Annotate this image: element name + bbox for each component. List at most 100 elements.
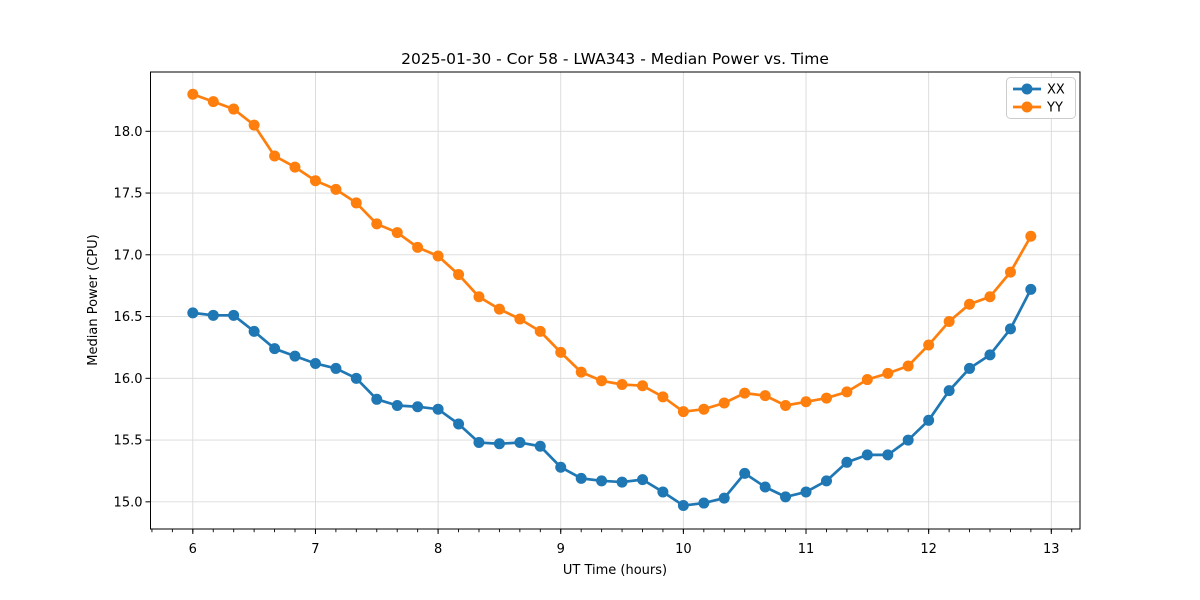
data-point-yy: [228, 103, 240, 115]
data-point-xx: [248, 325, 260, 337]
data-point-yy: [1025, 230, 1037, 242]
data-point-xx: [841, 456, 853, 468]
data-point-yy: [861, 374, 873, 386]
data-point-xx: [555, 461, 567, 473]
data-point-xx: [432, 403, 444, 415]
data-point-yy: [821, 392, 832, 404]
data-point-yy: [412, 241, 424, 253]
data-point-xx: [800, 486, 812, 498]
data-point-xx: [350, 372, 362, 384]
data-point-xx: [309, 357, 321, 369]
data-point-yy: [473, 291, 485, 303]
data-point-yy: [309, 175, 321, 187]
data-point-xx: [228, 309, 240, 321]
x-tick-label: 6: [189, 542, 197, 557]
data-point-xx: [330, 362, 342, 374]
y-tick-label: 17.5: [114, 187, 143, 202]
plot-background: [150, 72, 1080, 529]
legend-item-yy: YY: [1013, 101, 1063, 116]
x-tick-label: 8: [434, 542, 442, 557]
data-point-xx: [391, 399, 403, 411]
data-point-yy: [739, 387, 751, 399]
data-point-xx: [984, 349, 996, 361]
data-point-yy: [330, 183, 342, 195]
y-tick-label: 15.5: [114, 434, 143, 449]
data-point-xx: [677, 500, 689, 512]
x-tick-label: 13: [1043, 542, 1060, 557]
x-tick-label: 7: [311, 542, 319, 557]
data-series: [187, 88, 1037, 512]
data-point-yy: [902, 360, 914, 372]
legend-marker-xx-icon: [1021, 83, 1033, 95]
data-point-yy: [943, 315, 955, 327]
data-point-xx: [616, 476, 628, 488]
data-point-yy: [534, 325, 546, 337]
data-point-yy: [187, 88, 199, 100]
data-point-yy: [677, 406, 689, 418]
x-tick-label: 10: [675, 542, 692, 557]
data-point-xx: [923, 414, 935, 426]
data-point-xx: [1025, 283, 1037, 295]
data-point-yy: [984, 291, 996, 303]
data-point-yy: [780, 399, 792, 411]
data-point-xx: [882, 449, 894, 461]
data-point-xx: [698, 497, 710, 509]
data-point-xx: [964, 362, 975, 374]
x-tick-label: 12: [920, 542, 937, 557]
data-point-xx: [187, 307, 199, 319]
data-point-xx: [371, 393, 383, 405]
data-point-yy: [596, 375, 608, 387]
legend-box: [1006, 77, 1076, 119]
y-tick-label: 18.0: [114, 125, 143, 140]
series-xx: [187, 283, 1037, 512]
data-point-xx: [861, 449, 873, 461]
data-point-yy: [432, 250, 444, 262]
data-point-xx: [657, 486, 669, 498]
legend-marker-yy-icon: [1021, 101, 1033, 113]
data-point-xx: [473, 437, 485, 449]
data-point-xx: [493, 438, 505, 450]
data-point-yy: [616, 378, 628, 390]
data-point-yy: [248, 119, 260, 131]
data-point-yy: [575, 366, 587, 378]
data-point-xx: [780, 491, 792, 503]
axis-ticks: [145, 130, 1073, 534]
data-point-xx: [412, 401, 424, 413]
data-point-yy: [657, 391, 669, 403]
data-point-yy: [514, 313, 526, 325]
x-tick-label: 9: [557, 542, 565, 557]
data-point-yy: [841, 386, 853, 398]
data-point-yy: [207, 96, 219, 108]
data-point-yy: [800, 396, 812, 408]
legend: XX YY: [1006, 77, 1076, 119]
data-point-yy: [882, 367, 894, 379]
data-point-xx: [575, 472, 587, 484]
data-point-xx: [902, 434, 914, 446]
data-point-xx: [759, 481, 771, 493]
tick-labels: 6 7 8 9 10 11 12 13 15.0 15.5 16.0 16.5 17.0 17.5 18.0: [114, 125, 1060, 557]
data-point-xx: [821, 475, 832, 487]
data-point-yy: [371, 218, 383, 230]
y-tick-label: 16.0: [114, 372, 143, 387]
data-point-yy: [718, 397, 730, 409]
plot-border: [150, 71, 1081, 530]
legend-label-yy: YY: [1046, 101, 1063, 116]
data-point-xx: [1004, 323, 1016, 335]
data-point-xx: [534, 440, 546, 452]
data-point-xx: [514, 437, 526, 449]
data-point-yy: [350, 197, 362, 209]
data-point-xx: [637, 474, 649, 486]
data-point-yy: [493, 303, 505, 315]
x-axis-label: UT Time (hours): [563, 563, 667, 578]
data-point-yy: [964, 298, 975, 310]
data-point-xx: [207, 309, 219, 321]
data-point-xx: [739, 467, 751, 479]
data-point-xx: [943, 385, 955, 397]
y-tick-label: 15.0: [114, 495, 143, 510]
data-point-yy: [637, 380, 649, 392]
data-point-yy: [391, 227, 403, 239]
data-point-yy: [1004, 266, 1016, 278]
data-point-yy: [923, 339, 935, 351]
